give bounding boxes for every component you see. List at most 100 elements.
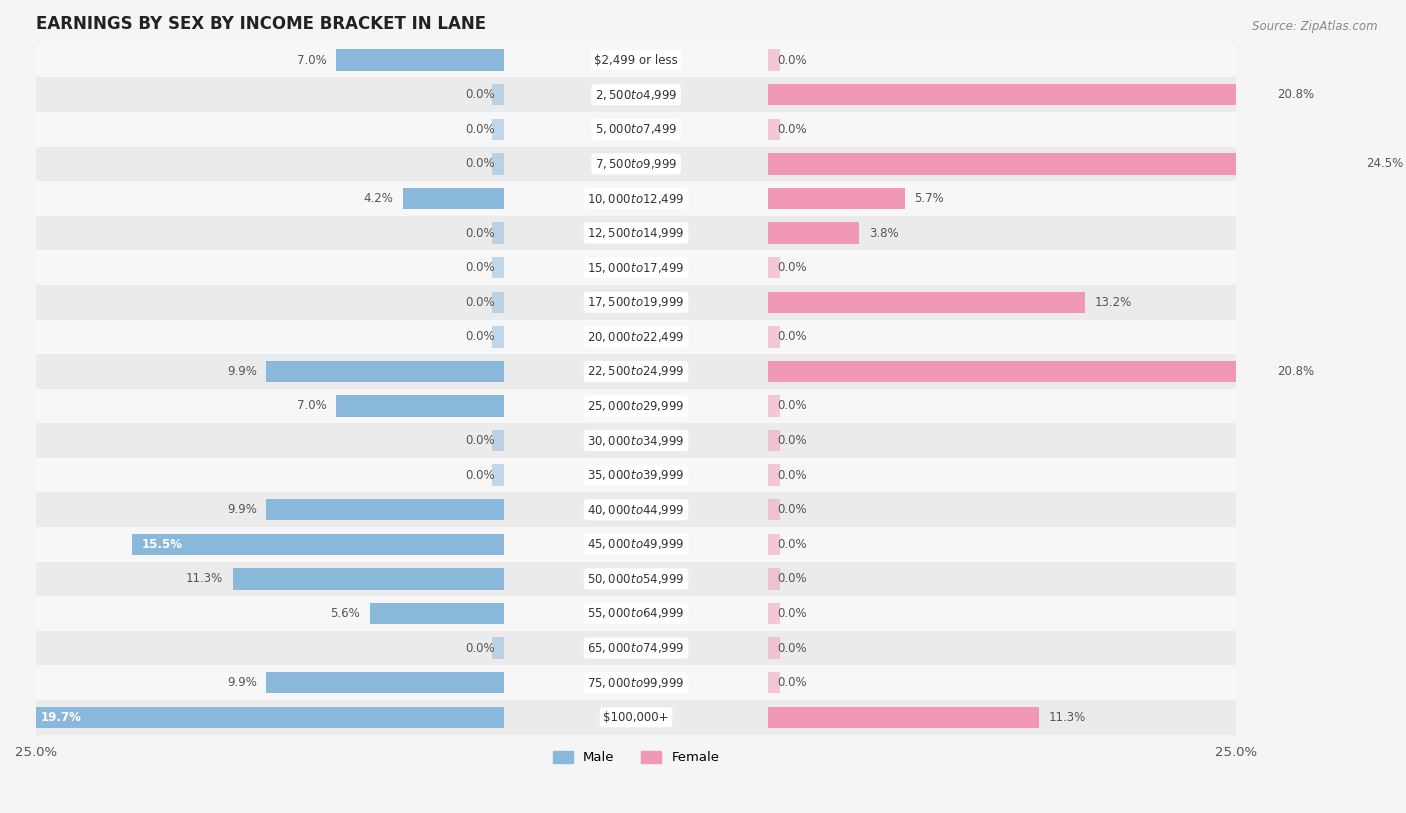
Bar [132, 533, 505, 555]
Text: 0.0%: 0.0% [778, 399, 807, 412]
Bar [492, 292, 505, 313]
Text: 13.2%: 13.2% [1094, 296, 1132, 309]
Text: 0.0%: 0.0% [778, 330, 807, 343]
Text: 0.0%: 0.0% [778, 572, 807, 585]
Text: 0.0%: 0.0% [465, 641, 495, 654]
Text: 0.0%: 0.0% [778, 468, 807, 481]
Text: $40,000 to $44,999: $40,000 to $44,999 [588, 502, 685, 517]
Text: 5.6%: 5.6% [330, 607, 360, 620]
Bar [492, 568, 505, 589]
Text: $25,000 to $29,999: $25,000 to $29,999 [588, 399, 685, 413]
Bar [768, 499, 780, 520]
Bar [370, 602, 505, 624]
Bar [768, 223, 780, 244]
Text: 0.0%: 0.0% [465, 468, 495, 481]
Text: 0.0%: 0.0% [465, 227, 495, 240]
Bar [768, 153, 780, 175]
Text: $12,500 to $14,999: $12,500 to $14,999 [588, 226, 685, 240]
Text: 0.0%: 0.0% [778, 676, 807, 689]
Bar [267, 499, 505, 520]
Bar [768, 50, 780, 71]
Text: $10,000 to $12,499: $10,000 to $12,499 [588, 192, 685, 206]
Text: $15,000 to $17,499: $15,000 to $17,499 [588, 261, 685, 275]
Text: $7,500 to $9,999: $7,500 to $9,999 [595, 157, 678, 171]
Text: 0.0%: 0.0% [465, 89, 495, 102]
Text: 0.0%: 0.0% [778, 641, 807, 654]
Text: 0.0%: 0.0% [465, 261, 495, 274]
Text: 0.0%: 0.0% [778, 503, 807, 516]
Text: $5,000 to $7,499: $5,000 to $7,499 [595, 122, 678, 137]
Bar [267, 672, 505, 693]
Bar [768, 292, 1085, 313]
Bar [768, 568, 780, 589]
Bar [492, 533, 505, 555]
Text: $65,000 to $74,999: $65,000 to $74,999 [588, 641, 685, 655]
Bar [768, 119, 780, 140]
Text: 7.0%: 7.0% [297, 399, 326, 412]
Text: 3.8%: 3.8% [869, 227, 898, 240]
Text: EARNINGS BY SEX BY INCOME BRACKET IN LANE: EARNINGS BY SEX BY INCOME BRACKET IN LAN… [37, 15, 486, 33]
Text: 19.7%: 19.7% [41, 711, 82, 724]
Bar [37, 527, 1236, 562]
Bar [37, 700, 1236, 734]
Bar [492, 84, 505, 106]
Bar [768, 257, 780, 278]
Bar [768, 430, 780, 451]
Bar [336, 50, 505, 71]
Bar [768, 153, 1355, 175]
Bar [492, 223, 505, 244]
Text: Source: ZipAtlas.com: Source: ZipAtlas.com [1253, 20, 1378, 33]
Text: $35,000 to $39,999: $35,000 to $39,999 [588, 468, 685, 482]
Text: 9.9%: 9.9% [226, 365, 257, 378]
Bar [768, 464, 780, 486]
Text: 9.9%: 9.9% [226, 676, 257, 689]
Text: 5.7%: 5.7% [914, 192, 945, 205]
Bar [492, 706, 505, 728]
Text: $75,000 to $99,999: $75,000 to $99,999 [588, 676, 685, 689]
Text: $55,000 to $64,999: $55,000 to $64,999 [588, 606, 685, 620]
Bar [492, 119, 505, 140]
Text: 0.0%: 0.0% [778, 607, 807, 620]
Text: 4.2%: 4.2% [364, 192, 394, 205]
Text: $50,000 to $54,999: $50,000 to $54,999 [588, 572, 685, 586]
Bar [768, 533, 780, 555]
Bar [492, 153, 505, 175]
Bar [492, 430, 505, 451]
Text: $30,000 to $34,999: $30,000 to $34,999 [588, 433, 685, 448]
Bar [37, 631, 1236, 665]
Text: 11.3%: 11.3% [186, 572, 224, 585]
Bar [37, 389, 1236, 424]
Bar [37, 181, 1236, 215]
Text: $20,000 to $22,499: $20,000 to $22,499 [588, 330, 685, 344]
Bar [37, 77, 1236, 112]
Bar [768, 188, 905, 209]
Text: $2,500 to $4,999: $2,500 to $4,999 [595, 88, 678, 102]
Bar [492, 188, 505, 209]
Bar [768, 637, 780, 659]
Text: 11.3%: 11.3% [1049, 711, 1085, 724]
Bar [37, 665, 1236, 700]
Bar [37, 43, 1236, 77]
Bar [336, 395, 505, 417]
Bar [37, 250, 1236, 285]
Bar [492, 326, 505, 347]
Bar [37, 596, 1236, 631]
Bar [37, 320, 1236, 354]
Bar [37, 354, 1236, 389]
Text: 0.0%: 0.0% [465, 158, 495, 171]
Bar [37, 493, 1236, 527]
Bar [31, 706, 505, 728]
Text: 0.0%: 0.0% [778, 261, 807, 274]
Text: 0.0%: 0.0% [778, 434, 807, 447]
Text: $45,000 to $49,999: $45,000 to $49,999 [588, 537, 685, 551]
Bar [37, 112, 1236, 146]
Bar [768, 672, 780, 693]
Bar [492, 602, 505, 624]
Text: 20.8%: 20.8% [1277, 365, 1315, 378]
Bar [37, 424, 1236, 458]
Legend: Male, Female: Male, Female [547, 746, 724, 769]
Bar [37, 285, 1236, 320]
Text: $22,500 to $24,999: $22,500 to $24,999 [588, 364, 685, 378]
Bar [768, 602, 780, 624]
Bar [768, 361, 1267, 382]
